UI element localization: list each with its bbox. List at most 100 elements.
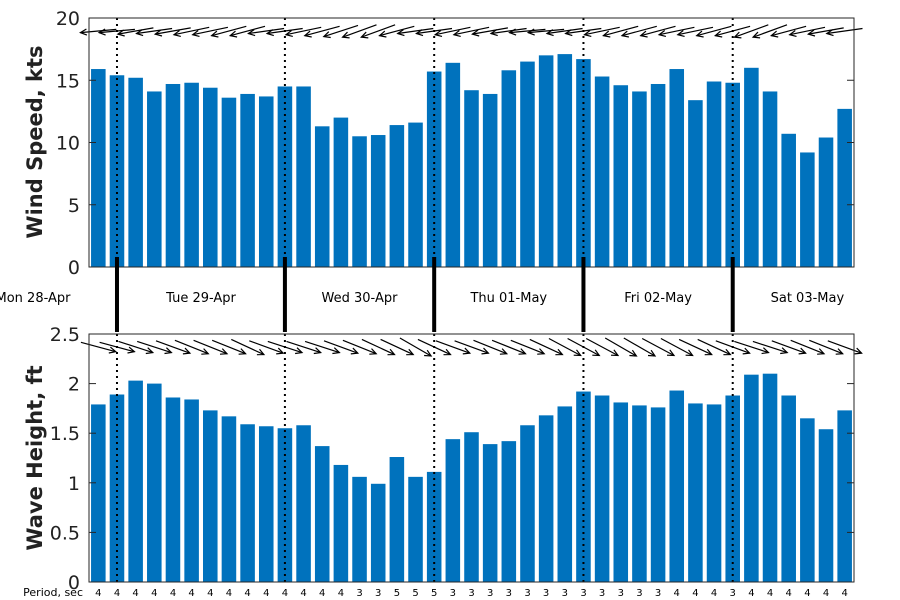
wind-bar bbox=[669, 69, 685, 267]
wave-direction-arrow bbox=[827, 340, 863, 355]
wind-direction-arrow bbox=[79, 28, 117, 36]
wind-direction-arrow bbox=[360, 24, 396, 39]
wave-direction-arrow bbox=[510, 339, 546, 355]
period-value: 3 bbox=[599, 588, 605, 599]
period-value: 4 bbox=[282, 588, 288, 599]
wave-direction-arrow bbox=[697, 338, 732, 356]
wind-direction-arrow bbox=[341, 24, 377, 39]
period-value: 4 bbox=[319, 588, 325, 599]
wind-bar bbox=[91, 69, 106, 267]
wind-bar bbox=[109, 75, 125, 267]
period-value: 3 bbox=[562, 588, 568, 599]
wind-ytick-label: 0 bbox=[68, 257, 80, 279]
wind-direction-arrow bbox=[153, 27, 191, 37]
wave-direction-arrow bbox=[249, 340, 285, 355]
wind-bar bbox=[352, 136, 367, 267]
wave-direction-arrow bbox=[137, 340, 173, 355]
period-value: 4 bbox=[823, 588, 829, 599]
wave-bar bbox=[520, 425, 535, 582]
period-value: 4 bbox=[207, 588, 213, 599]
wave-bar bbox=[314, 446, 330, 582]
wave-direction-arrow bbox=[286, 340, 323, 355]
period-value: 4 bbox=[338, 588, 344, 599]
period-value: 4 bbox=[226, 588, 232, 599]
wave-ytick-label: 1 bbox=[68, 473, 80, 495]
period-label: Period, sec bbox=[23, 586, 83, 599]
wind-direction-arrow bbox=[751, 24, 788, 39]
wind-direction-arrow bbox=[657, 26, 695, 37]
wind-bar bbox=[557, 54, 573, 267]
wind-speed-panel: 0 5 10 15 20 Wind Speed, kts bbox=[23, 8, 863, 279]
wave-bar bbox=[408, 476, 423, 582]
wind-direction-arrow bbox=[620, 25, 657, 38]
day-labels-row: Mon 28-Apr Tue 29-Apr Wed 30-Apr Thu 01-May… bbox=[0, 257, 844, 332]
wave-direction-arrow bbox=[193, 339, 229, 355]
period-value: 3 bbox=[543, 588, 549, 599]
wave-direction-arrow bbox=[548, 337, 582, 357]
wave-bar bbox=[837, 410, 852, 582]
wind-bar bbox=[594, 76, 610, 267]
wind-direction-arrow bbox=[135, 27, 173, 37]
period-row: Period, sec 4 4 4 4 4 4 4 4 4 4 4 4 4 4 3 3 5 5 5 3 3 3 3 3 3 3 3 3… bbox=[23, 586, 848, 599]
wave-bar bbox=[650, 407, 666, 582]
day-label: Fri 02-May bbox=[624, 291, 692, 306]
period-value: 4 bbox=[151, 588, 157, 599]
wind-bar bbox=[389, 125, 405, 267]
wave-direction-arrow bbox=[174, 339, 210, 355]
wind-bar bbox=[258, 96, 274, 267]
period-value: 5 bbox=[394, 588, 400, 599]
wind-direction-arrow bbox=[396, 27, 434, 37]
period-value: 4 bbox=[170, 588, 176, 599]
wind-direction-arrow bbox=[471, 27, 509, 37]
period-value: 4 bbox=[263, 588, 269, 599]
period-value: 3 bbox=[356, 588, 362, 599]
wind-direction-arrow bbox=[116, 27, 154, 37]
period-value: 3 bbox=[506, 588, 512, 599]
wind-ytick-label: 5 bbox=[68, 195, 80, 217]
wind-direction-arrow bbox=[769, 25, 807, 38]
period-value: 3 bbox=[636, 588, 642, 599]
period-value: 4 bbox=[188, 588, 194, 599]
wind-ytick-label: 15 bbox=[56, 70, 80, 92]
wave-bar bbox=[669, 390, 685, 582]
wind-bar bbox=[501, 70, 517, 267]
wave-bar bbox=[706, 404, 722, 582]
wave-direction-arrow bbox=[491, 339, 527, 355]
period-value: 4 bbox=[804, 588, 810, 599]
wave-bar bbox=[445, 439, 461, 582]
wind-bar bbox=[800, 152, 815, 267]
wave-bar bbox=[818, 429, 834, 582]
period-value: 3 bbox=[450, 588, 456, 599]
wave-bar bbox=[109, 394, 125, 582]
wave-bar bbox=[688, 403, 703, 582]
wind-bar bbox=[818, 137, 834, 267]
wave-bar bbox=[762, 373, 778, 582]
wave-axes-box bbox=[88, 333, 855, 583]
wave-direction-arrow bbox=[473, 339, 509, 355]
wind-bar bbox=[781, 133, 796, 267]
wave-direction-arrow bbox=[380, 338, 415, 356]
wave-bar bbox=[221, 416, 237, 582]
wave-direction-arrow bbox=[399, 337, 433, 357]
wave-direction-arrow bbox=[752, 340, 789, 355]
wind-bar bbox=[520, 61, 535, 267]
wave-direction-arrow bbox=[323, 340, 360, 355]
wind-direction-arrow bbox=[639, 25, 676, 38]
wave-direction-arrow bbox=[80, 341, 118, 354]
wave-bar bbox=[594, 395, 610, 582]
wind-bar bbox=[221, 97, 237, 267]
wind-direction-arrow bbox=[191, 26, 229, 37]
wind-direction-arrow bbox=[433, 26, 471, 37]
wind-bar bbox=[445, 62, 461, 267]
period-value: 4 bbox=[692, 588, 698, 599]
wave-bar bbox=[91, 404, 106, 582]
wave-bar bbox=[725, 395, 740, 582]
wave-direction-arrow bbox=[678, 338, 713, 356]
period-value: 3 bbox=[655, 588, 661, 599]
wave-bar bbox=[203, 410, 218, 582]
wind-direction-arrow bbox=[788, 26, 826, 37]
wave-bar bbox=[184, 399, 199, 582]
wave-direction-arrow bbox=[734, 340, 770, 355]
wave-bar bbox=[147, 383, 162, 582]
wave-direction-arrow bbox=[211, 339, 247, 355]
